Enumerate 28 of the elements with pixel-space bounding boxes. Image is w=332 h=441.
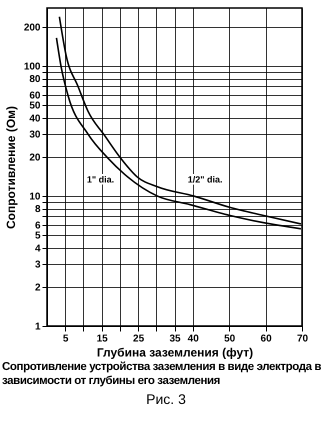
- x-tick-label: 15: [96, 334, 108, 344]
- y-tick-label: 2: [34, 282, 41, 294]
- y-tick-label: 20: [29, 152, 41, 164]
- y-tick-label: 10: [29, 192, 41, 203]
- y-tick-label: 6: [34, 220, 41, 232]
- y-tick-label: 3: [34, 260, 41, 270]
- y-tick-label: 8: [34, 204, 41, 216]
- x-tick-label: 35: [169, 334, 181, 344]
- text: Сопротивление устройства заземления в виде электрода в зависимости от глубины его заземления: [1, 360, 322, 388]
- x-tick-label: 60: [260, 334, 272, 344]
- y-axis-title: Сопротивление (Ом): [4, 106, 18, 230]
- x-tick-label: 5: [62, 334, 69, 344]
- x-tick-label: 25: [133, 334, 145, 344]
- x-tick-label: 50: [224, 334, 236, 344]
- y-tick-label: 80: [29, 74, 41, 86]
- x-tick-label: 40: [188, 334, 200, 344]
- text: Рис. 3: [145, 391, 187, 407]
- x-tick-label: 70: [296, 334, 308, 344]
- y-tick-label: 1: [34, 322, 41, 332]
- y-tick-label: 40: [29, 113, 41, 124]
- y-tick-label: 4: [34, 243, 41, 254]
- y-tick-label: 60: [29, 90, 41, 102]
- y-tick-label: 50: [29, 100, 41, 112]
- x-axis-title: Глубина заземления (фут): [96, 346, 254, 360]
- y-tick-label: 30: [29, 130, 41, 141]
- y-tick-label: 100: [24, 62, 41, 73]
- y-tick-label: 200: [24, 22, 41, 34]
- y-tick-label: 5: [34, 230, 41, 242]
